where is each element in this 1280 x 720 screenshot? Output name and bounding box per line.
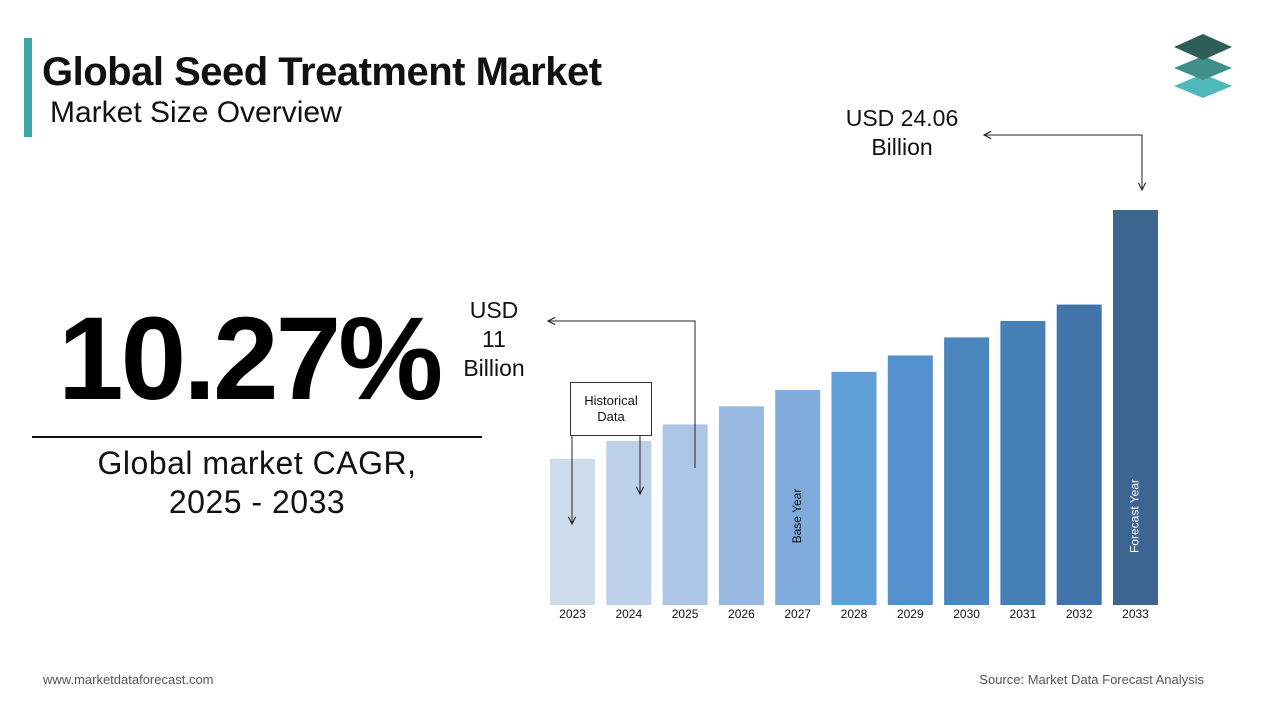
brand-logo-icon <box>1174 34 1232 98</box>
footer-source: Source: Market Data Forecast Analysis <box>979 672 1204 687</box>
x-tick-label: 2030 <box>953 607 980 621</box>
page-title: Global Seed Treatment Market <box>42 50 602 94</box>
bars-layer <box>550 210 1158 605</box>
end-value-callout: USD 24.06 Billion <box>832 104 972 162</box>
x-tick-label: 2025 <box>672 607 699 621</box>
x-tick-label: 2024 <box>615 607 642 621</box>
bar-2030 <box>944 337 990 605</box>
bar-2026 <box>718 406 764 605</box>
historical-line2: Data <box>597 409 625 424</box>
x-tick-label: 2023 <box>559 607 586 621</box>
x-axis-ticks: 2023 2024 2025 2026 2027 2028 2029 2030 2031 2032… <box>559 607 1149 621</box>
cagr-label: Global market CAGR, 2025 - 2033 <box>32 444 482 522</box>
historical-line1: Historical <box>584 393 638 408</box>
start-value-line2: 11 <box>482 326 506 352</box>
x-tick-label: 2033 <box>1122 607 1149 621</box>
start-value-callout: USD 11 Billion <box>455 296 533 383</box>
bar-2027 <box>775 389 821 605</box>
bar-2028 <box>831 371 877 605</box>
end-value-line2: Billion <box>871 134 933 160</box>
start-value-line3: Billion <box>463 355 525 381</box>
base-year-label: Base Year <box>790 489 804 544</box>
cagr-period: 2025 - 2033 <box>168 484 346 520</box>
bar-2032 <box>1056 304 1102 605</box>
footer-website[interactable]: www.marketdataforecast.com <box>43 672 214 687</box>
annotation-arrows <box>548 135 1142 524</box>
cagr-divider <box>32 436 482 438</box>
start-value-line1: USD <box>469 297 519 323</box>
historical-data-box: Historical Data <box>570 382 652 436</box>
cagr-value: 10.27% <box>58 293 443 425</box>
start-value-arrow <box>548 321 696 468</box>
end-value-line1: USD 24.06 <box>845 105 959 131</box>
x-tick-label: 2027 <box>784 607 811 621</box>
forecast-year-label: Forecast Year <box>1128 479 1142 553</box>
x-tick-label: 2026 <box>728 607 755 621</box>
bar-2024 <box>606 440 652 605</box>
x-tick-label: 2032 <box>1066 607 1093 621</box>
bar-2033 <box>1113 210 1158 605</box>
end-value-arrow <box>984 135 1142 190</box>
bar-2029 <box>887 355 933 605</box>
title-accent-bar <box>24 38 32 137</box>
x-tick-label: 2029 <box>897 607 924 621</box>
x-tick-label: 2028 <box>841 607 868 621</box>
x-tick-label: 2031 <box>1010 607 1037 621</box>
page-subtitle: Market Size Overview <box>50 96 342 129</box>
bar-2025 <box>662 424 708 605</box>
cagr-label-text: Global market CAGR, <box>97 445 417 481</box>
bar-2031 <box>1000 320 1046 605</box>
